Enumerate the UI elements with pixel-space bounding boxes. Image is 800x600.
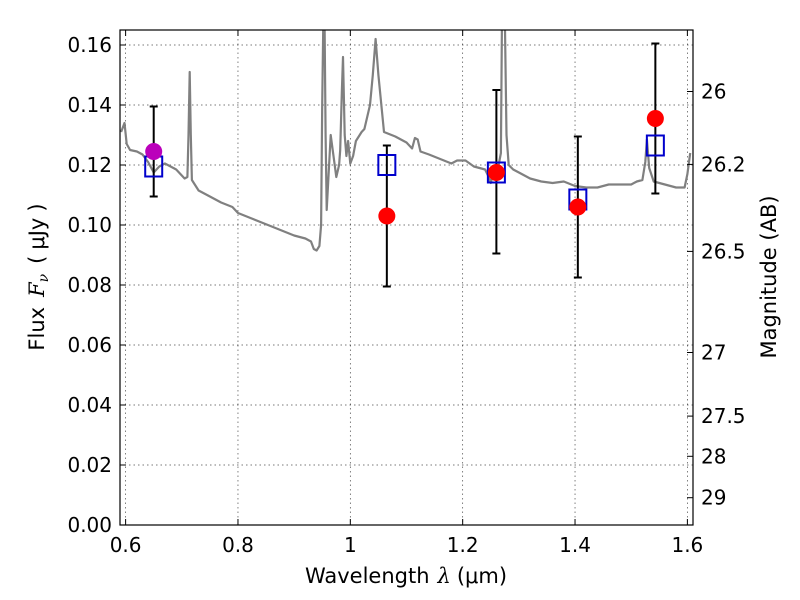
- y2-axis-title: Magnitude (AB): [757, 195, 781, 358]
- observed-flux-point: [145, 143, 163, 160]
- x-tick-label: 0.8: [222, 533, 254, 557]
- y-axis-unit-open: (: [25, 256, 49, 264]
- y-axis-symbol: F: [25, 281, 49, 298]
- y-tick-label: 0.12: [67, 153, 112, 177]
- y-tick-label: 0.10: [67, 213, 112, 237]
- x-axis-title: Wavelength λ (μm): [305, 564, 507, 588]
- observed-flux-point: [569, 198, 587, 216]
- axes: 0.6 0.8 1 1.2 1.4 1.6 0.00 0.02 0.04 0.06 0.08 0.10…: [67, 30, 746, 557]
- y-tick-label: 0.00: [67, 513, 112, 537]
- y-tick-label: 0.14: [67, 93, 112, 117]
- observed-flux-point: [487, 164, 505, 181]
- y-tick-label: 0.06: [67, 333, 112, 357]
- observed-flux-point: [646, 110, 664, 127]
- y2-tick-label: 26.5: [701, 239, 746, 263]
- spectrum-line: [120, 30, 692, 252]
- y-tick-label: 0.04: [67, 393, 112, 417]
- x-axis-symbol: λ: [437, 564, 451, 588]
- y-tick-label: 0.08: [67, 273, 112, 297]
- y-axis-title-text: Flux: [25, 307, 49, 351]
- x-tick-label: 0.6: [110, 533, 142, 557]
- y2-tick-label: 26: [701, 80, 726, 104]
- y2-tick-label: 28: [701, 444, 726, 468]
- y2-tick-label: 27.5: [701, 404, 746, 428]
- model-flux-square: [377, 154, 397, 176]
- x-tick-label: 1: [344, 533, 357, 557]
- y2-tick-label: 29: [701, 486, 726, 510]
- x-tick-label: 1.6: [671, 533, 703, 557]
- y-tick-label: 0.16: [67, 33, 112, 57]
- y2-tick-label: 27: [701, 341, 726, 365]
- y-axis-unit-close: ): [25, 203, 49, 211]
- y-axis-subscript: ν: [36, 273, 52, 282]
- x-axis-unit: (μm): [457, 564, 507, 588]
- y-tick-label: 0.02: [67, 453, 112, 477]
- x-tick-label: 1.4: [559, 533, 591, 557]
- plot-area: [120, 30, 692, 288]
- y-axis-unit: μJy: [25, 218, 49, 250]
- observed-flux-point: [378, 207, 396, 225]
- plot-background: [120, 30, 693, 525]
- x-tick-label: 1.2: [447, 533, 479, 557]
- model-flux-square: [645, 134, 665, 157]
- plot-frame: [119, 29, 694, 526]
- y2-tick-label: 26.2: [701, 152, 746, 176]
- x-axis-title-text: Wavelength: [305, 564, 430, 588]
- y-axis-title: Flux Fν ( μJy): [25, 203, 52, 350]
